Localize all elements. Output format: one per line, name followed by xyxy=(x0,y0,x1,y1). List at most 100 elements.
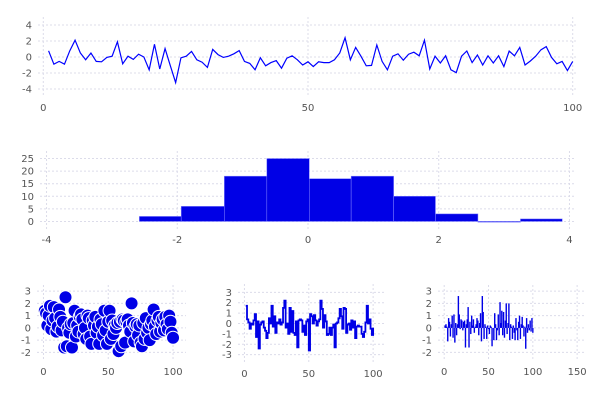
y-tick-label: 2 xyxy=(226,298,232,309)
bar xyxy=(459,327,461,330)
bar xyxy=(462,327,464,331)
bar xyxy=(472,319,475,328)
bar xyxy=(496,327,499,331)
bar xyxy=(531,318,533,328)
y-tick-label: -1 xyxy=(222,329,232,340)
y-tick-label: 3 xyxy=(25,287,31,298)
bar xyxy=(466,319,468,328)
x-tick-label: 0 xyxy=(441,367,447,378)
y-tick-label: -2 xyxy=(222,340,232,351)
bar xyxy=(504,320,507,328)
bar xyxy=(475,324,477,328)
bar xyxy=(476,318,478,328)
bar xyxy=(525,318,528,328)
x-tick-label: 100 xyxy=(163,367,182,378)
bar xyxy=(455,327,458,336)
bar xyxy=(494,313,496,328)
bar xyxy=(514,327,516,341)
bar xyxy=(509,327,511,341)
bar xyxy=(490,326,492,328)
bar xyxy=(463,320,466,328)
bar xyxy=(470,315,473,328)
bar xyxy=(479,313,482,328)
bar xyxy=(528,327,530,331)
x-tick-label: 100 xyxy=(523,367,542,378)
bar xyxy=(512,325,515,328)
bar xyxy=(497,314,499,328)
bar xyxy=(449,327,452,337)
bar xyxy=(499,302,501,328)
histogram-bar xyxy=(224,175,268,222)
bar xyxy=(457,296,460,328)
histogram-bar xyxy=(139,216,182,222)
bar xyxy=(502,311,505,328)
series-line xyxy=(48,35,574,85)
bar xyxy=(522,325,524,328)
y-tick-label: -3 xyxy=(222,350,232,361)
bar xyxy=(447,318,450,328)
x-tick-label: 100 xyxy=(364,369,383,380)
bar xyxy=(481,296,484,328)
bar xyxy=(447,327,449,342)
bar xyxy=(498,327,500,336)
bar xyxy=(520,324,523,328)
histogram-bar xyxy=(477,221,521,223)
bar xyxy=(467,307,469,328)
bar xyxy=(485,326,487,328)
bar xyxy=(506,327,508,335)
bar xyxy=(484,324,486,328)
bar xyxy=(521,316,523,328)
bar xyxy=(461,320,463,328)
bar xyxy=(500,323,502,328)
x-tick-label: -2 xyxy=(172,235,182,246)
bar xyxy=(501,310,503,328)
histogram-bar xyxy=(520,218,563,222)
x-tick-label: 0 xyxy=(40,103,46,114)
y-tick-label: 0 xyxy=(226,319,232,330)
bar xyxy=(469,321,471,328)
x-tick-label: -4 xyxy=(42,235,52,246)
bar xyxy=(444,325,446,328)
bar xyxy=(454,327,456,343)
bar xyxy=(465,324,468,328)
y-tick-label: 4 xyxy=(26,21,32,32)
bar xyxy=(513,327,515,333)
bar xyxy=(452,327,454,338)
bar xyxy=(456,324,459,328)
bar xyxy=(480,327,483,342)
histogram-bar xyxy=(266,158,310,222)
y-tick-label: 15 xyxy=(21,179,34,190)
bar xyxy=(511,327,514,339)
bar xyxy=(505,303,507,328)
histogram-bar xyxy=(309,178,352,222)
bar xyxy=(460,319,462,328)
bar xyxy=(509,324,512,328)
bar xyxy=(503,327,506,338)
bar xyxy=(486,325,489,328)
y-tick-label: 1 xyxy=(426,311,432,322)
bar xyxy=(470,327,472,335)
bar xyxy=(525,327,527,349)
bar xyxy=(463,321,465,328)
y-tick-label: -2 xyxy=(22,69,32,80)
bar xyxy=(488,327,491,335)
y-tick-label: 3 xyxy=(426,287,432,298)
bar xyxy=(446,326,448,328)
bar xyxy=(517,327,519,341)
bar xyxy=(445,324,447,328)
bar xyxy=(478,323,481,328)
y-tick-label: 5 xyxy=(28,204,34,215)
subplot-1: 0 50 100 4 2 0 -2 -4 xyxy=(22,17,582,114)
y-tick-label: -2 xyxy=(422,348,432,359)
y-tick-label: 3 xyxy=(226,288,232,299)
bar xyxy=(455,323,457,328)
y-tick-label: 2 xyxy=(25,299,31,310)
bar xyxy=(510,326,513,328)
bar xyxy=(451,315,453,328)
bar xyxy=(507,323,509,328)
bar xyxy=(532,327,534,333)
